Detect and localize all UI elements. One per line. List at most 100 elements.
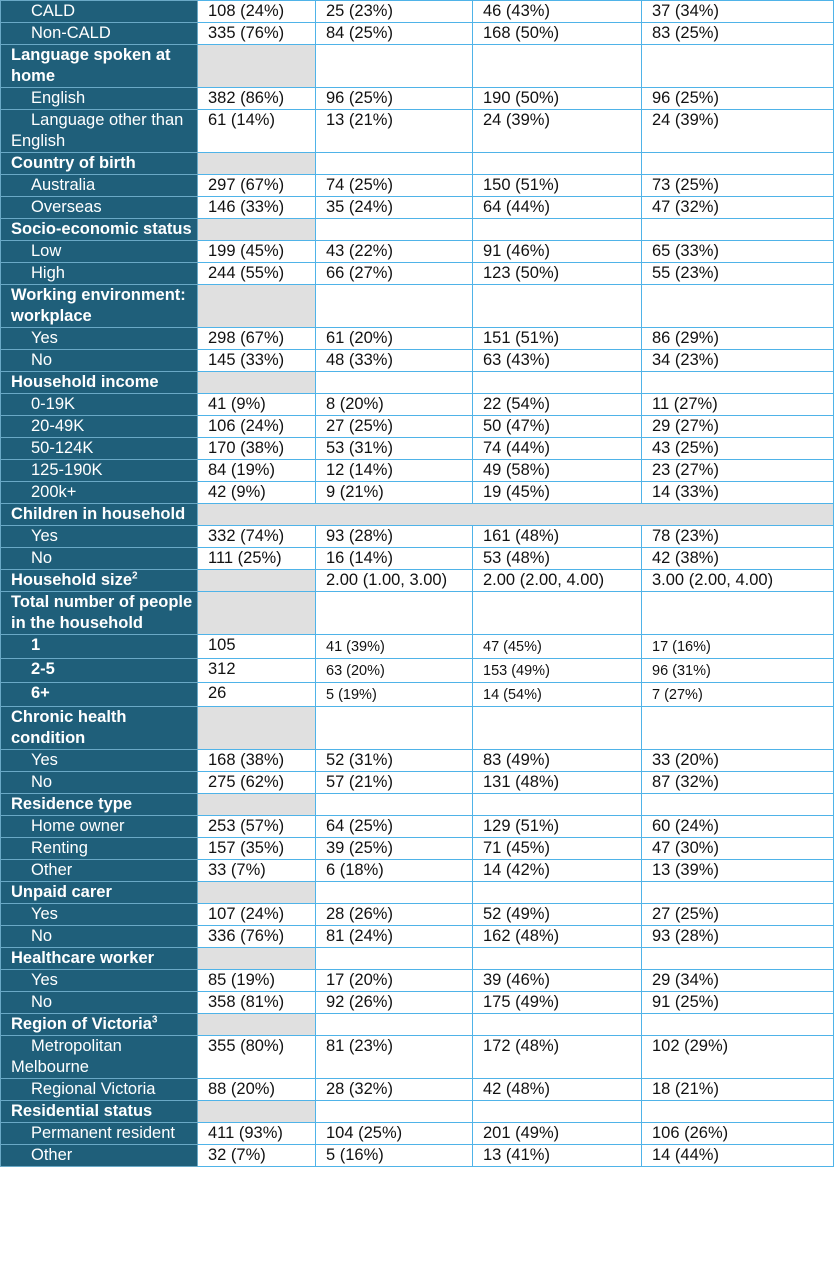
table-cell: 107 (24%) <box>197 903 316 926</box>
table-cell: 146 (33%) <box>197 196 316 219</box>
row-label-text: No <box>31 773 53 791</box>
table-cell: 19 (45%) <box>472 481 642 504</box>
table-cell: 298 (67%) <box>197 327 316 350</box>
table-cell: 74 (44%) <box>472 437 642 460</box>
row-label: Home owner <box>0 815 198 838</box>
table-cell: 74 (25%) <box>315 174 473 197</box>
table-cell: 85 (19%) <box>197 969 316 992</box>
section-header: Children in household <box>0 503 198 526</box>
table-cell: 96 (31%) <box>641 658 834 683</box>
row-label-text: Region of Victoria <box>11 1015 152 1033</box>
table-row: Australia 297 (67%) 74 (25%) 150 (51%) 73 (2… <box>0 174 834 197</box>
row-label: No <box>0 991 198 1014</box>
table-cell: 161 (48%) <box>472 525 642 548</box>
table-cell: 33 (7%) <box>197 859 316 882</box>
table-cell: 9 (21%) <box>315 481 473 504</box>
table-cell: 162 (48%) <box>472 925 642 948</box>
empty-cell <box>641 947 834 970</box>
row-label-text: Yes <box>31 971 58 989</box>
table-cell: 84 (25%) <box>315 22 473 45</box>
empty-cell <box>197 284 316 328</box>
table-cell: 55 (23%) <box>641 262 834 285</box>
table-cell: 91 (25%) <box>641 991 834 1014</box>
empty-cell <box>197 218 316 241</box>
section-header: Residence type <box>0 793 198 816</box>
footnote-marker: 2 <box>132 570 138 582</box>
table-cell: 73 (25%) <box>641 174 834 197</box>
row-label-text: Country of birth <box>11 154 136 172</box>
table-cell: 78 (23%) <box>641 525 834 548</box>
row-label-text: Non-CALD <box>31 24 111 42</box>
section-header: Country of birth <box>0 152 198 175</box>
table-cell: 104 (25%) <box>315 1122 473 1145</box>
row-label: No <box>0 925 198 948</box>
table-row: Region of Victoria3 <box>0 1013 834 1036</box>
empty-cell <box>197 591 316 635</box>
table-cell: 41 (9%) <box>197 393 316 416</box>
row-label: 200k+ <box>0 481 198 504</box>
table-cell: 312 <box>197 658 316 683</box>
table-row: English 382 (86%) 96 (25%) 190 (50%) 96 (25%… <box>0 87 834 110</box>
section-header: Language spoken at home <box>0 44 198 88</box>
table-row: No 145 (33%) 48 (33%) 63 (43%) 34 (23%) <box>0 349 834 372</box>
table-cell: 14 (42%) <box>472 859 642 882</box>
empty-cell <box>641 881 834 904</box>
row-label: Yes <box>0 525 198 548</box>
empty-cell <box>315 1013 473 1036</box>
table-row: Permanent resident 411 (93%) 104 (25%) 201 … <box>0 1122 834 1145</box>
empty-cell <box>197 706 316 750</box>
table-row: Non-CALD 335 (76%) 84 (25%) 168 (50%) 83 (25… <box>0 22 834 45</box>
table-cell: 93 (28%) <box>315 525 473 548</box>
table-row: 1 105 41 (39%) 47 (45%) 17 (16%) <box>0 634 834 659</box>
table-row: Yes 332 (74%) 93 (28%) 161 (48%) 78 (23%) <box>0 525 834 548</box>
table-cell: 275 (62%) <box>197 771 316 794</box>
table-cell: 336 (76%) <box>197 925 316 948</box>
table-cell: 2.00 (2.00, 4.00) <box>472 569 642 592</box>
table-cell: 23 (27%) <box>641 459 834 482</box>
table-cell: 102 (29%) <box>641 1035 834 1079</box>
table-cell: 83 (25%) <box>641 22 834 45</box>
footnote-marker: 3 <box>151 1014 158 1026</box>
table-cell: 26 <box>197 682 316 707</box>
table-cell: 29 (34%) <box>641 969 834 992</box>
row-label-text: Language spoken at home <box>11 46 171 85</box>
table-cell: 64 (25%) <box>315 815 473 838</box>
table-cell: 16 (14%) <box>315 547 473 570</box>
empty-cell <box>315 947 473 970</box>
empty-cell <box>641 44 834 88</box>
row-label-text: Healthcare worker <box>11 949 155 967</box>
table-row: 6+ 26 5 (19%) 14 (54%) 7 (27%) <box>0 682 834 707</box>
table-cell: 13 (21%) <box>315 109 473 153</box>
section-header: Unpaid carer <box>0 881 198 904</box>
row-label-text: No <box>31 351 53 369</box>
empty-cell <box>641 1013 834 1036</box>
table-cell: 170 (38%) <box>197 437 316 460</box>
table-cell <box>197 569 316 592</box>
row-label-text: Chronic health condition <box>11 708 127 747</box>
empty-cell <box>472 793 642 816</box>
row-label-text: CALD <box>31 2 76 20</box>
row-label: High <box>0 262 198 285</box>
row-label-text: 125-190K <box>31 461 103 479</box>
table-cell: 105 <box>197 634 316 659</box>
table-row: 20-49K 106 (24%) 27 (25%) 50 (47%) 29 (27%) <box>0 415 834 438</box>
row-label-text: 2-5 <box>31 660 55 678</box>
row-label-text: 20-49K <box>31 417 85 435</box>
table-row: 50-124K 170 (38%) 53 (31%) 74 (44%) 43 (25%) <box>0 437 834 460</box>
table-row: Yes 85 (19%) 17 (20%) 39 (46%) 29 (34%) <box>0 969 834 992</box>
empty-cell <box>315 284 473 328</box>
table-row: Metropolitan Melbourne 355 (80%) 81 (23%) 1… <box>0 1035 834 1079</box>
empty-cell <box>641 371 834 394</box>
table-cell: 53 (48%) <box>472 547 642 570</box>
table-cell: 47 (32%) <box>641 196 834 219</box>
row-label-text: No <box>31 993 53 1011</box>
row-label-text: Low <box>31 242 62 260</box>
table-cell: 63 (20%) <box>315 658 473 683</box>
table-cell: 297 (67%) <box>197 174 316 197</box>
row-label-text: High <box>31 264 65 282</box>
empty-cell <box>197 152 316 175</box>
row-label-text: 1 <box>31 636 41 654</box>
table-row: 0-19K 41 (9%) 8 (20%) 22 (54%) 11 (27%) <box>0 393 834 416</box>
table-cell: 335 (76%) <box>197 22 316 45</box>
table-cell: 17 (20%) <box>315 969 473 992</box>
